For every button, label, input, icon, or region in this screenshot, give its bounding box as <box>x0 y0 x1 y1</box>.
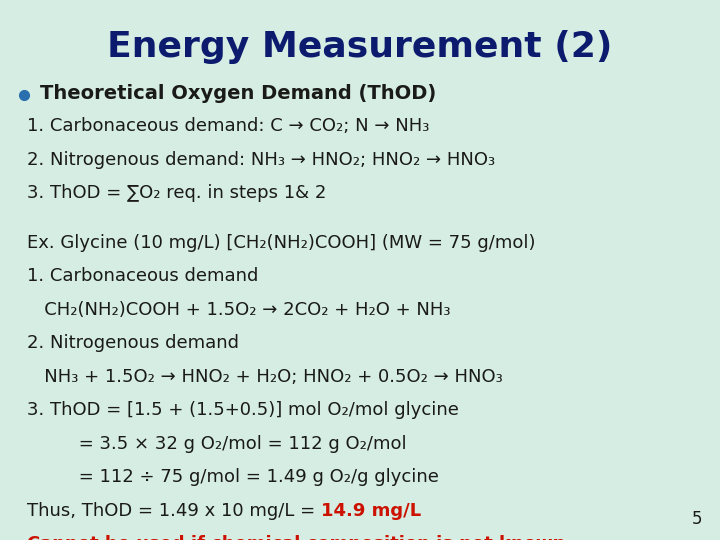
Text: 1. Carbonaceous demand: 1. Carbonaceous demand <box>27 267 258 285</box>
Text: NH₃ + 1.5O₂ → HNO₂ + H₂O; HNO₂ + 0.5O₂ → HNO₃: NH₃ + 1.5O₂ → HNO₂ + H₂O; HNO₂ + 0.5O₂ →… <box>27 368 503 386</box>
Text: = 3.5 × 32 g O₂/mol = 112 g O₂/mol: = 3.5 × 32 g O₂/mol = 112 g O₂/mol <box>27 435 407 453</box>
Text: Thus, ThOD = 1.49 x 10 mg/L =: Thus, ThOD = 1.49 x 10 mg/L = <box>27 502 321 519</box>
Text: 14.9 mg/L: 14.9 mg/L <box>321 502 421 519</box>
Text: 3. ThOD = [1.5 + (1.5+0.5)] mol O₂/mol glycine: 3. ThOD = [1.5 + (1.5+0.5)] mol O₂/mol g… <box>27 401 459 419</box>
Text: 2. Nitrogenous demand: NH₃ → HNO₂; HNO₂ → HNO₃: 2. Nitrogenous demand: NH₃ → HNO₂; HNO₂ … <box>27 151 495 168</box>
Text: CH₂(NH₂)COOH + 1.5O₂ → 2CO₂ + H₂O + NH₃: CH₂(NH₂)COOH + 1.5O₂ → 2CO₂ + H₂O + NH₃ <box>27 301 451 319</box>
Text: Ex. Glycine (10 mg/L) [CH₂(NH₂)COOH] (MW = 75 g/mol): Ex. Glycine (10 mg/L) [CH₂(NH₂)COOH] (MW… <box>27 234 536 252</box>
Text: Energy Measurement (2): Energy Measurement (2) <box>107 30 613 64</box>
Text: 3. ThOD = ∑O₂ req. in steps 1& 2: 3. ThOD = ∑O₂ req. in steps 1& 2 <box>27 184 327 202</box>
Text: Cannot be used if chemical composition is not known.: Cannot be used if chemical composition i… <box>27 535 572 540</box>
Text: = 112 ÷ 75 g/mol = 1.49 g O₂/g glycine: = 112 ÷ 75 g/mol = 1.49 g O₂/g glycine <box>27 468 439 486</box>
Text: 1. Carbonaceous demand: C → CO₂; N → NH₃: 1. Carbonaceous demand: C → CO₂; N → NH₃ <box>27 117 430 135</box>
Text: 2. Nitrogenous demand: 2. Nitrogenous demand <box>27 334 239 352</box>
Text: Theoretical Oxygen Demand (ThOD): Theoretical Oxygen Demand (ThOD) <box>40 84 436 103</box>
Text: 5: 5 <box>691 510 702 528</box>
